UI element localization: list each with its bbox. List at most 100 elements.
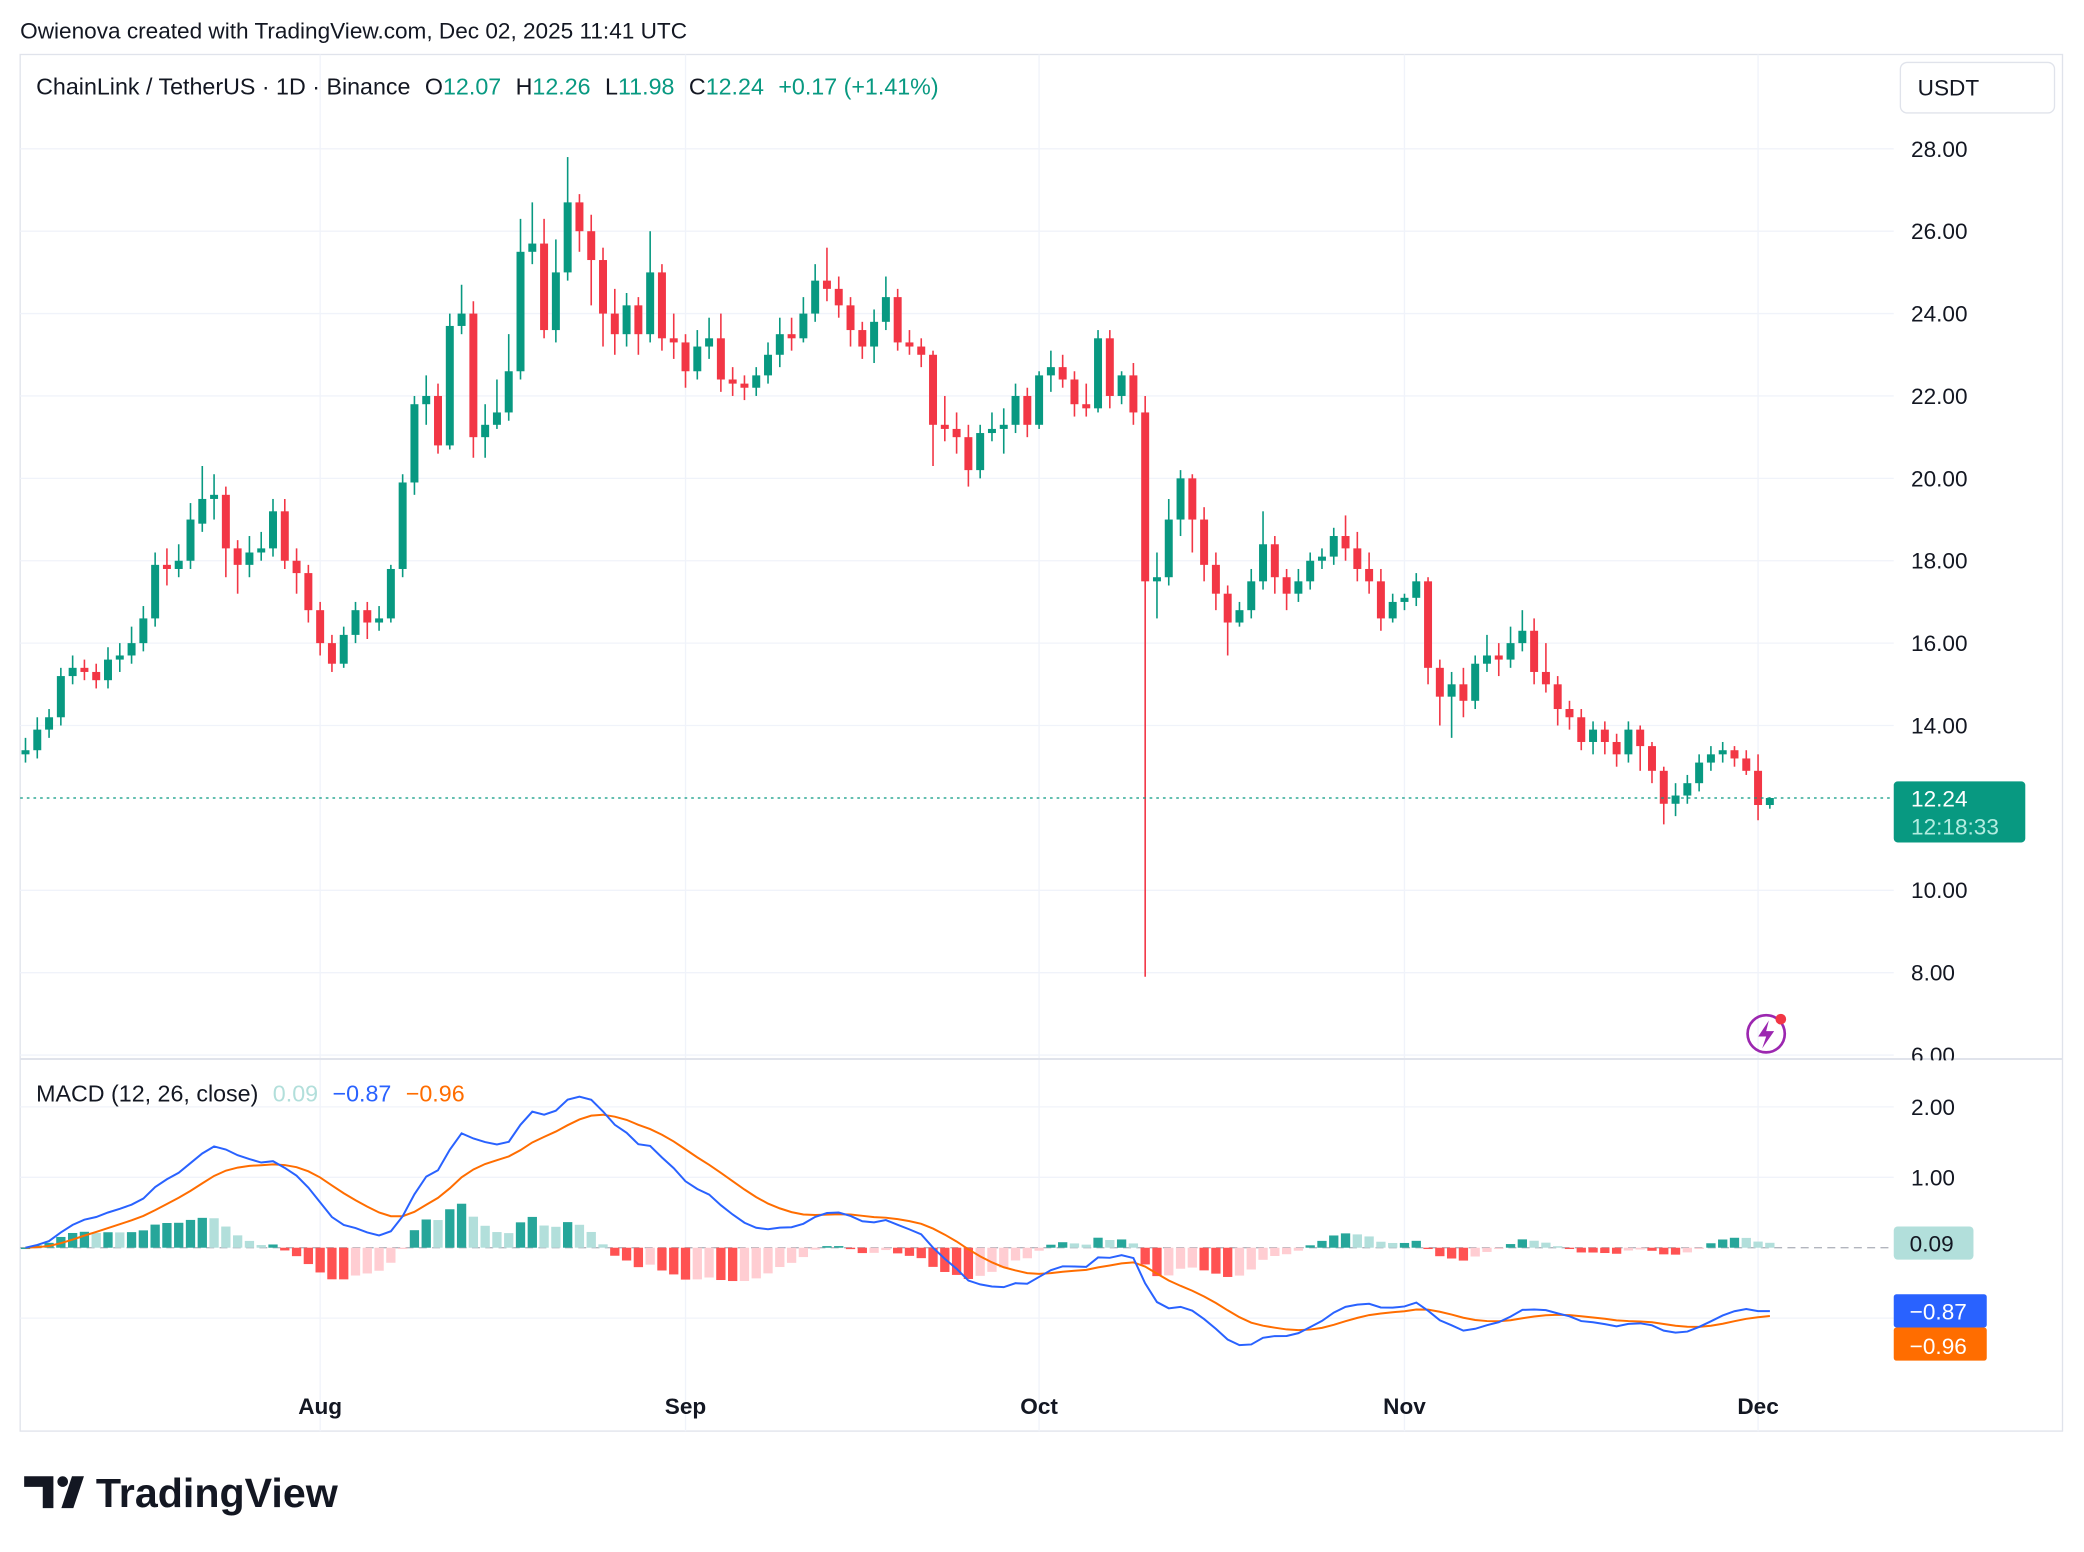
macd-histogram-bar	[197, 1217, 207, 1248]
candle	[728, 367, 737, 396]
price-axis[interactable]: 28.00 26.00 24.00 22.00 20.00 18.00 16.00 14.00…	[1895, 137, 2062, 1190]
macd-histogram-bar	[798, 1247, 809, 1258]
candle-body	[1152, 577, 1161, 582]
candle	[1471, 655, 1480, 710]
macd-histogram-bar	[1399, 1242, 1410, 1248]
macd-histogram-bar	[209, 1218, 219, 1248]
candle-body	[1706, 754, 1715, 763]
candle-body	[327, 643, 336, 664]
macd-histogram-bar	[1458, 1247, 1469, 1261]
macd-histogram-bar	[716, 1247, 726, 1281]
macd-histogram-bar	[433, 1220, 443, 1248]
candle-body	[1471, 663, 1480, 701]
candle	[139, 606, 148, 652]
candle	[1459, 667, 1468, 718]
macd-histogram-bar	[115, 1232, 125, 1248]
macd-histogram-bar	[268, 1244, 278, 1248]
candle	[233, 540, 242, 594]
candle-body	[434, 395, 442, 446]
candle	[1023, 387, 1032, 438]
lightning-alert-icon[interactable]	[1746, 1013, 1787, 1054]
macd-histogram-bar	[468, 1216, 479, 1248]
candle	[481, 404, 490, 458]
candle-body	[1671, 795, 1680, 804]
candle	[799, 297, 808, 343]
candle	[68, 655, 77, 685]
macd-histogram-bar	[1529, 1240, 1539, 1248]
candle-body	[1636, 729, 1645, 747]
candle	[952, 412, 961, 454]
candle-body	[174, 560, 183, 569]
time-axis[interactable]: Aug Sep Oct Nov Dec	[298, 1394, 1779, 1419]
macd-histogram-bar	[492, 1232, 502, 1248]
svg-text:−0.87: −0.87	[1910, 1299, 1967, 1324]
macd-histogram-bar	[1211, 1247, 1221, 1274]
macd-histogram-bar	[904, 1247, 915, 1256]
candle	[56, 667, 65, 726]
candle-body	[363, 610, 372, 623]
candle	[610, 288, 619, 355]
macd-histogram-bar	[1234, 1247, 1245, 1276]
candle-body	[705, 338, 714, 347]
time-tick-label: Nov	[1383, 1394, 1426, 1419]
macd-histogram-bar	[244, 1240, 255, 1248]
candle	[1164, 498, 1173, 586]
candle-body	[1306, 560, 1315, 582]
macd-histogram-bar	[1246, 1247, 1256, 1270]
macd-histogram-bar	[1034, 1247, 1044, 1251]
candle	[1070, 371, 1079, 417]
candle-body	[905, 342, 914, 347]
candle-body	[1600, 729, 1609, 742]
candle-body	[1624, 729, 1633, 755]
currency-button[interactable]: USDT	[1899, 61, 2056, 114]
candle	[1482, 634, 1491, 672]
candle	[834, 276, 843, 318]
candle-body	[551, 272, 560, 331]
candle-body	[398, 482, 407, 569]
candle	[375, 606, 384, 631]
svg-text:TradingView: TradingView	[96, 1470, 339, 1516]
candle	[1200, 507, 1209, 582]
candle	[339, 626, 348, 668]
macd-histogram-bar	[20, 1247, 31, 1250]
macd-signal-line	[25, 1113, 1770, 1332]
candle-body	[1765, 798, 1774, 806]
price-tick-label: 28.00	[1911, 137, 1968, 162]
macd-histogram-bar	[574, 1224, 585, 1248]
macd-histogram-bar	[1093, 1237, 1103, 1248]
candle	[1400, 593, 1409, 611]
candle-body	[1035, 375, 1044, 425]
macd-histogram-bar	[1470, 1247, 1480, 1257]
candle-body	[870, 321, 879, 347]
macd-histogram-bar	[1682, 1247, 1692, 1253]
price-tick-label: 26.00	[1911, 219, 1968, 244]
macd-histogram-bar	[174, 1222, 184, 1248]
candle	[1600, 721, 1609, 755]
macd-histogram-bar	[256, 1245, 266, 1248]
macd-histogram-bar	[610, 1247, 620, 1256]
candle	[1612, 733, 1621, 767]
candle	[1341, 515, 1350, 561]
macd-histogram-bar	[775, 1247, 785, 1268]
macd-histogram-bar	[1199, 1247, 1209, 1271]
candle	[870, 309, 879, 364]
candle-body	[528, 243, 537, 252]
macd-histogram-bar	[79, 1231, 90, 1248]
macd-histogram-bar	[1352, 1234, 1362, 1248]
macd-histogram-bar	[1281, 1247, 1292, 1255]
candle	[80, 659, 89, 681]
candle	[775, 317, 784, 368]
candle-body	[846, 305, 855, 331]
candle-body	[964, 437, 973, 471]
candle	[127, 626, 136, 664]
candle-body	[834, 288, 843, 306]
candle	[881, 276, 890, 331]
macd-histogram-bar	[1553, 1246, 1563, 1248]
macd-histogram-bar	[657, 1247, 667, 1271]
candle-body	[457, 313, 466, 326]
price-tick-label: 18.00	[1911, 549, 1968, 574]
candle-body	[304, 573, 313, 611]
macd-histogram-bar	[1069, 1243, 1080, 1248]
candle	[964, 424, 973, 487]
candle	[1506, 626, 1515, 668]
